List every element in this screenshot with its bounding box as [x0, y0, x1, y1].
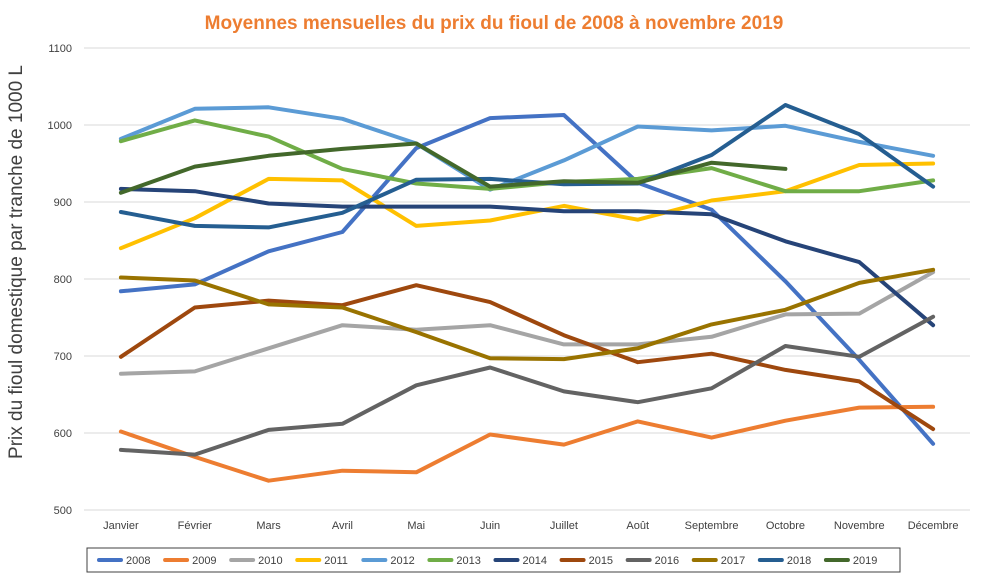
x-tick-label: Septembre: [685, 520, 739, 532]
series-lines: [118, 103, 936, 483]
legend-item-2013: 2013: [427, 555, 481, 567]
y-tick-labels: 500 600 700 800 900 1000 1100: [48, 43, 72, 517]
legend-item-2012: 2012: [361, 555, 415, 567]
x-tick-label: Décembre: [908, 520, 959, 532]
legend-label: 2008: [126, 555, 150, 567]
series-line-2008: [118, 113, 936, 446]
legend-label: 2015: [589, 555, 613, 567]
legend-item-2009: 2009: [163, 555, 217, 567]
series-line-2016: [118, 314, 936, 457]
series-line-2014: [118, 186, 936, 328]
legend-item-2017: 2017: [691, 555, 745, 567]
x-tick-label: Juin: [480, 520, 500, 532]
series-line-2012: [118, 105, 936, 192]
gridlines: [84, 47, 970, 511]
legend-label: 2010: [258, 555, 282, 567]
legend-label: 2014: [523, 555, 547, 567]
series-line-2011: [118, 161, 936, 251]
x-tick-label: Février: [178, 520, 213, 532]
x-tick-labels: Janvier Février Mars Avril Mai Juin Juillet Aoû…: [103, 520, 958, 532]
chart-title: Moyennes mensuelles du prix du fioul de …: [205, 13, 784, 34]
x-tick-label: Août: [626, 520, 649, 532]
legend-label: 2009: [192, 555, 216, 567]
series-line-2018: [118, 103, 936, 230]
legend-label: 2011: [324, 555, 348, 567]
x-tick-label: Avril: [332, 520, 353, 532]
x-tick-label: Janvier: [103, 520, 139, 532]
y-tick-label: 900: [54, 197, 72, 209]
x-tick-label: Octobre: [766, 520, 805, 532]
legend-item-2018: 2018: [757, 555, 811, 567]
legend-item-2016: 2016: [625, 555, 679, 567]
legend-label: 2018: [787, 555, 811, 567]
legend: 2008 2009 2010 2011 2012 2013 2014 2015 2016 2017…: [86, 547, 901, 573]
legend-item-2008: 2008: [97, 555, 150, 567]
series-line-2019: [118, 141, 788, 195]
legend-item-2015: 2015: [559, 555, 613, 567]
legend-item-2010: 2010: [229, 555, 283, 567]
legend-label: 2019: [853, 555, 877, 567]
x-tick-label: Juillet: [550, 520, 578, 532]
legend-item-2019: 2019: [823, 555, 877, 567]
legend-label: 2017: [721, 555, 745, 567]
y-tick-label: 1100: [48, 43, 72, 55]
y-tick-label: 1000: [48, 120, 72, 132]
y-tick-label: 700: [54, 351, 72, 363]
legend-item-2014: 2014: [493, 555, 547, 567]
x-tick-label: Mars: [256, 520, 281, 532]
series-line-2010: [118, 270, 936, 376]
y-tick-label: 500: [54, 505, 72, 517]
y-axis-label: Prix du fioul domestique par tranche de …: [6, 65, 27, 459]
y-tick-label: 800: [54, 274, 72, 286]
x-tick-label: Mai: [407, 520, 425, 532]
series-line-2009: [118, 404, 936, 483]
x-tick-label: Novembre: [834, 520, 885, 532]
y-tick-label: 600: [54, 428, 72, 440]
series-line-2017: [118, 267, 936, 362]
legend-label: 2016: [655, 555, 679, 567]
legend-label: 2012: [390, 555, 414, 567]
legend-label: 2013: [456, 555, 480, 567]
legend-item-2011: 2011: [295, 555, 348, 567]
